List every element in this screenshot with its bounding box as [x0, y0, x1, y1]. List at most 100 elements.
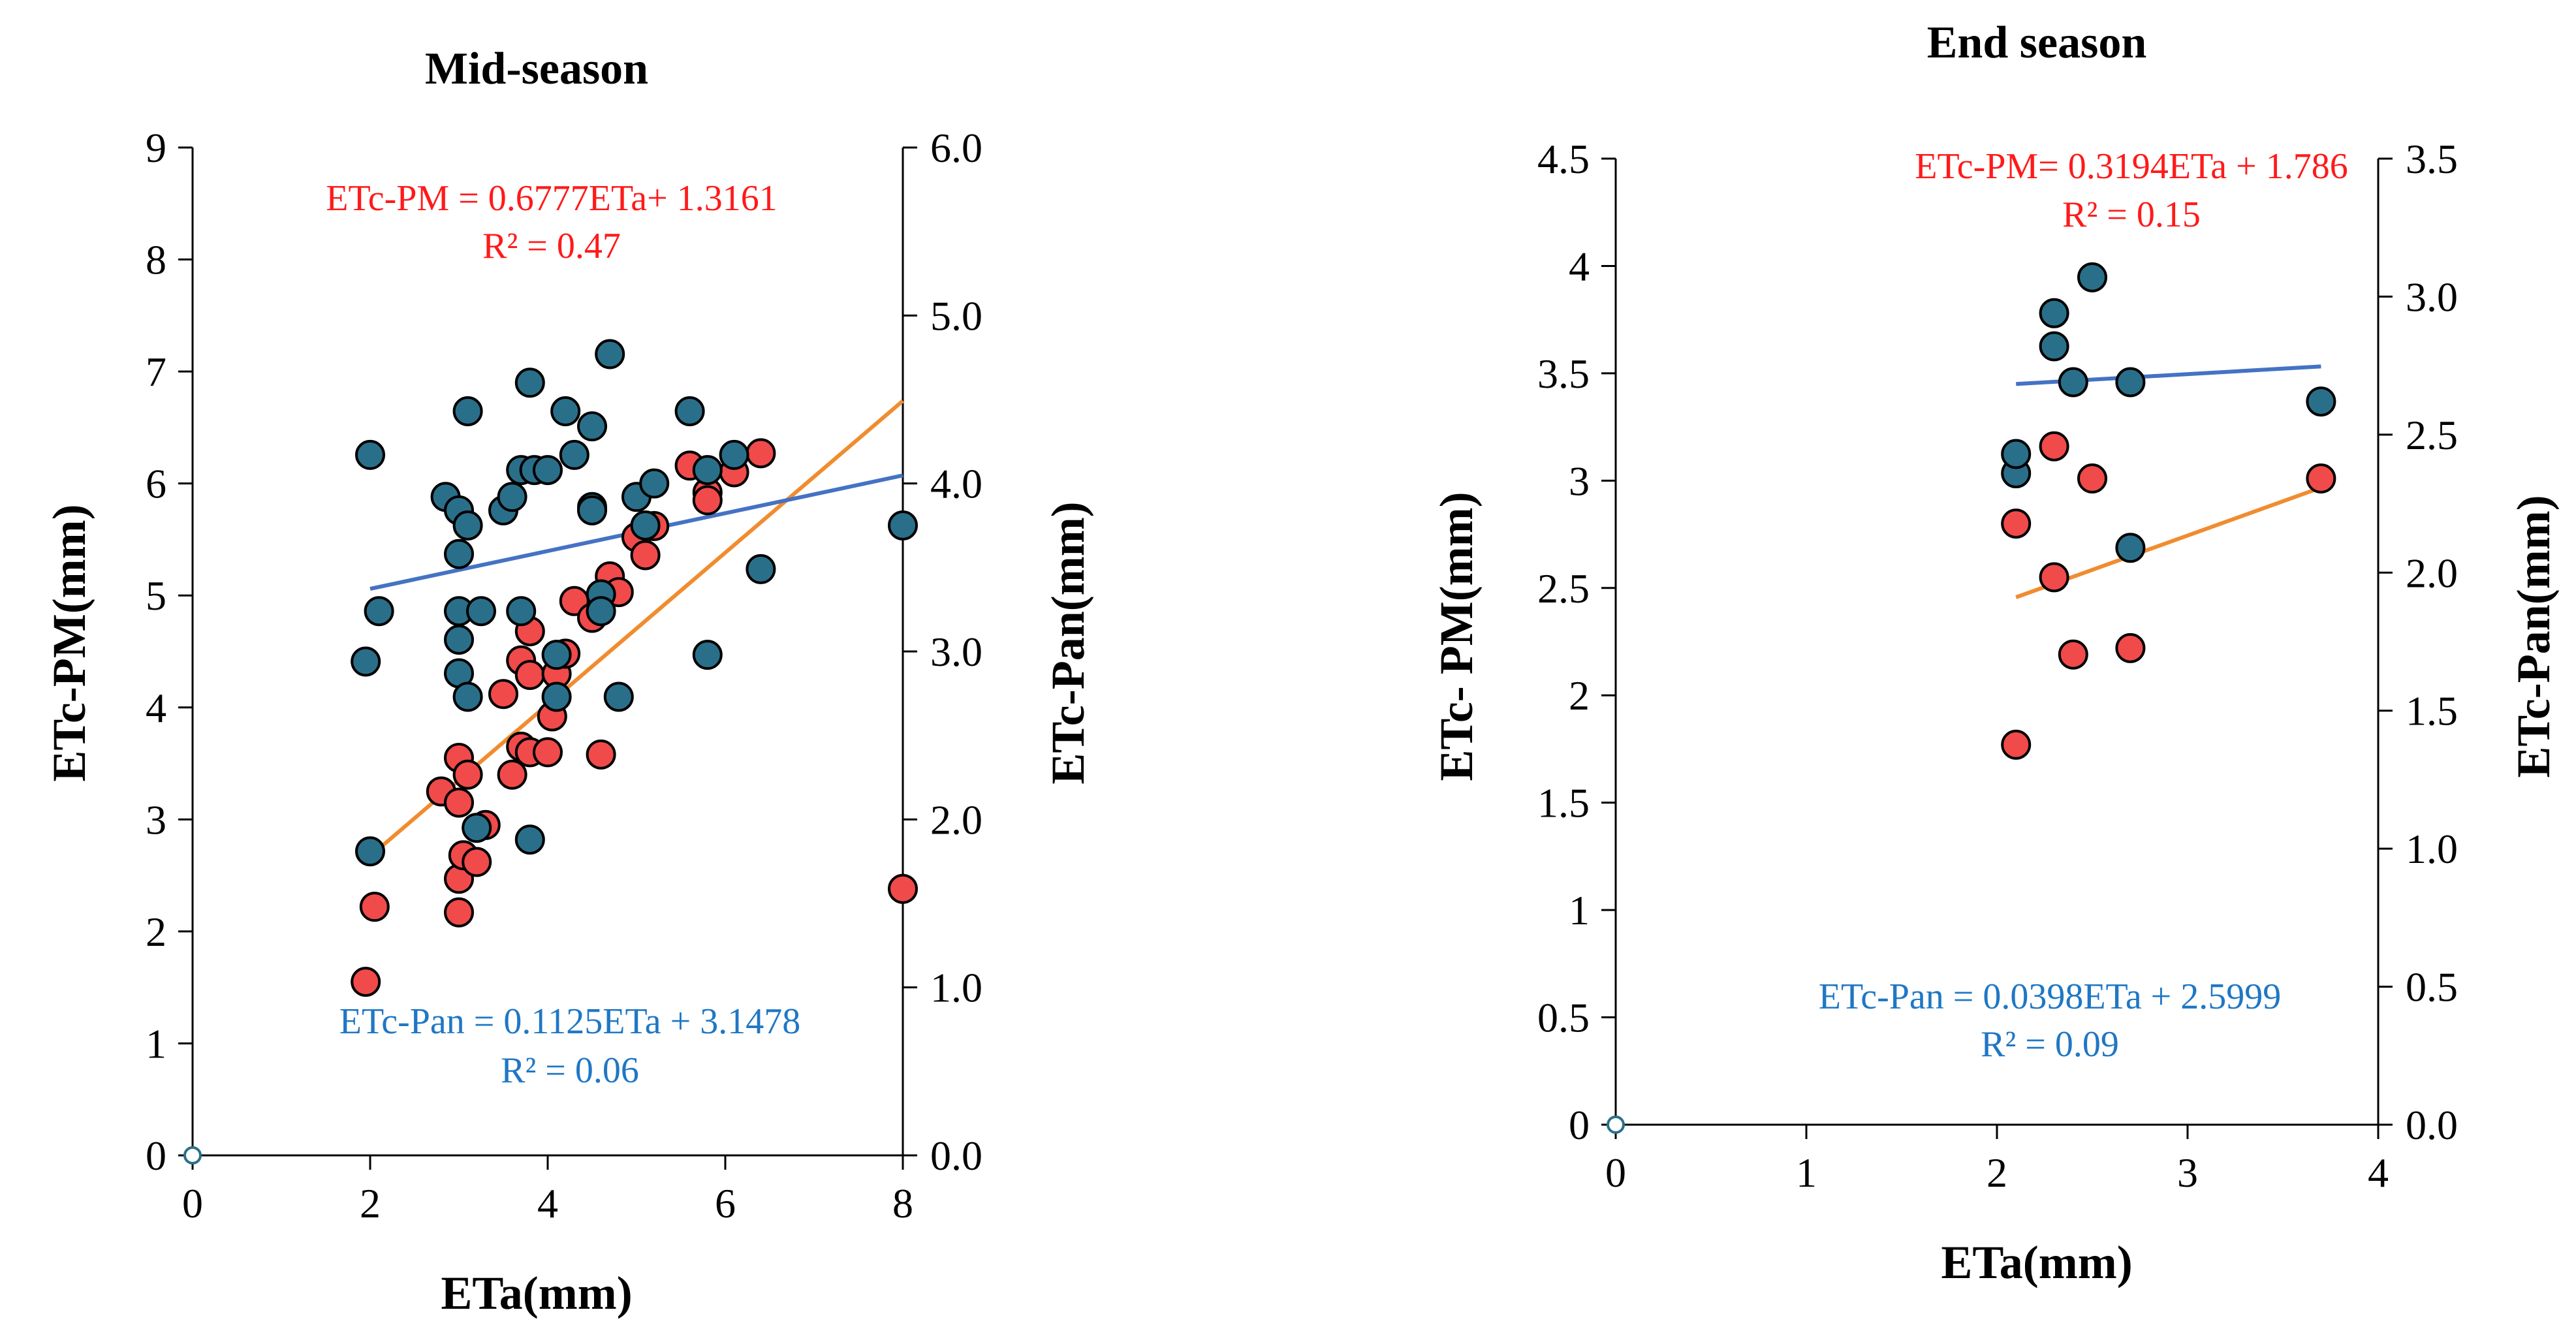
pm-r-squared: R² = 0.47 [482, 226, 621, 266]
pan-point [586, 596, 616, 627]
right-y-tick-label: 1.0 [930, 965, 982, 1011]
left-y-tick-label: 2 [1569, 672, 1590, 719]
right-y-axis-label: ETc-Pan(mm) [1042, 501, 1094, 784]
pan-point [452, 510, 483, 540]
left-y-tick-label: 2 [146, 909, 166, 955]
x-tick-label: 2 [1987, 1149, 2007, 1196]
left-y-tick-label: 9 [146, 125, 166, 171]
left-y-axis-label: ETc-PM(mm) [43, 504, 95, 781]
pan-point [577, 495, 607, 525]
right-y-tick-label: 0.0 [2406, 1102, 2458, 1148]
chart-mid-season: Mid-season ETa(mm) ETc-PM(mm) ETc-Pan(mm… [43, 44, 1094, 1319]
pan-point [2306, 386, 2336, 417]
pm-point [2039, 431, 2069, 461]
pm-point [488, 679, 518, 710]
left-y-tick-label: 4 [146, 685, 166, 731]
right-y-tick-label: 0.5 [2406, 964, 2458, 1010]
pan-point [595, 339, 625, 369]
pan-point [2058, 367, 2088, 398]
pm-point [888, 873, 918, 904]
origin-marker [183, 1146, 202, 1165]
pm-point [2039, 562, 2069, 593]
pan-point [351, 646, 381, 677]
pan-point [2115, 367, 2146, 398]
left-y-tick-label: 3 [146, 796, 166, 843]
left-y-tick-label: 0 [1569, 1102, 1590, 1148]
right-y-tick-label: 2.0 [2406, 550, 2458, 596]
right-y-tick-label: 3.5 [2406, 136, 2458, 182]
pm-point [444, 787, 474, 818]
pm-point [351, 967, 381, 997]
pm-point [533, 737, 563, 768]
pan-point [355, 439, 385, 470]
pm-point [2058, 639, 2088, 670]
pm-point [2077, 463, 2107, 494]
pan-point [2001, 439, 2032, 469]
pan-point [2039, 331, 2069, 362]
pan-point [541, 681, 572, 712]
pan-point [692, 455, 723, 486]
pm-point [2306, 463, 2336, 494]
pan-r-squared: R² = 0.06 [501, 1050, 639, 1091]
right-y-tick-label: 2.0 [930, 796, 982, 843]
x-tick-label: 4 [2368, 1149, 2389, 1196]
pan-point [674, 396, 705, 427]
x-axis-label: ETa(mm) [441, 1267, 632, 1319]
pan-point [452, 396, 483, 427]
pan-point [2077, 262, 2107, 292]
pan-point [497, 482, 527, 512]
left-y-tick-label: 4.5 [1537, 136, 1590, 182]
pan-point [630, 510, 661, 540]
pan-point [550, 396, 581, 427]
pan-point [533, 455, 563, 486]
pan-point [514, 367, 545, 398]
x-tick-label: 4 [537, 1180, 558, 1227]
right-y-tick-label: 3.0 [930, 629, 982, 675]
pm-point [452, 759, 483, 790]
pan-point [559, 439, 589, 470]
pm-point [746, 438, 776, 469]
pm-point [359, 892, 390, 922]
pan-point [541, 640, 572, 670]
pm-point [2115, 633, 2146, 663]
pm-point [630, 540, 661, 571]
pan-equation: ETc-Pan = 0.0398ETa + 2.5999 [1819, 977, 2282, 1017]
x-tick-label: 8 [892, 1180, 913, 1227]
x-tick-label: 0 [1605, 1149, 1626, 1196]
pan-point [444, 539, 474, 569]
x-tick-label: 6 [715, 1180, 736, 1227]
x-tick-label: 1 [1796, 1149, 1817, 1196]
left-y-tick-label: 0.5 [1537, 995, 1590, 1041]
pan-point [452, 681, 483, 712]
left-y-tick-label: 4 [1569, 243, 1590, 289]
left-y-tick-label: 3.5 [1537, 351, 1590, 397]
pan-point [603, 681, 634, 712]
pm-point [514, 660, 545, 691]
pan-point [506, 596, 537, 627]
pm-point [586, 739, 616, 770]
left-y-tick-label: 8 [146, 237, 166, 283]
pan-point [364, 596, 394, 627]
pan-point [692, 640, 723, 670]
chart-end-season: End season ETa(mm) ETc- PM(mm) ETc-Pan(m… [1430, 18, 2560, 1289]
chart-title: End season [1927, 18, 2147, 68]
left-y-tick-label: 0 [146, 1133, 166, 1179]
pan-point [355, 836, 385, 867]
left-y-axis-label: ETc- PM(mm) [1430, 492, 1483, 781]
pan-point [466, 596, 496, 627]
pm-point [2001, 729, 2032, 760]
right-y-tick-label: 1.0 [2406, 826, 2458, 872]
pan-point [514, 824, 545, 855]
right-y-tick-label: 4.0 [930, 461, 982, 507]
left-y-tick-label: 6 [146, 461, 166, 507]
left-y-tick-label: 1 [1569, 887, 1590, 933]
pan-point [577, 411, 607, 442]
pm-point [462, 847, 492, 877]
pm-point [2001, 508, 2032, 539]
pan-point [888, 510, 918, 540]
pm-equation: ETc-PM= 0.3194ETa + 1.786 [1915, 146, 2348, 187]
pm-r-squared: R² = 0.15 [2062, 195, 2201, 235]
right-y-tick-label: 2.5 [2406, 412, 2458, 458]
right-y-axis-label: ETc-Pan(mm) [2507, 495, 2560, 777]
left-y-tick-label: 1 [146, 1020, 166, 1067]
